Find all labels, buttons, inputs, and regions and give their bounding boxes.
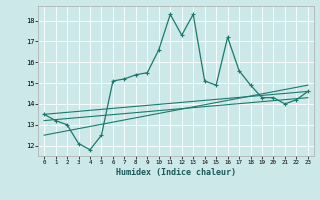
X-axis label: Humidex (Indice chaleur): Humidex (Indice chaleur) xyxy=(116,168,236,177)
